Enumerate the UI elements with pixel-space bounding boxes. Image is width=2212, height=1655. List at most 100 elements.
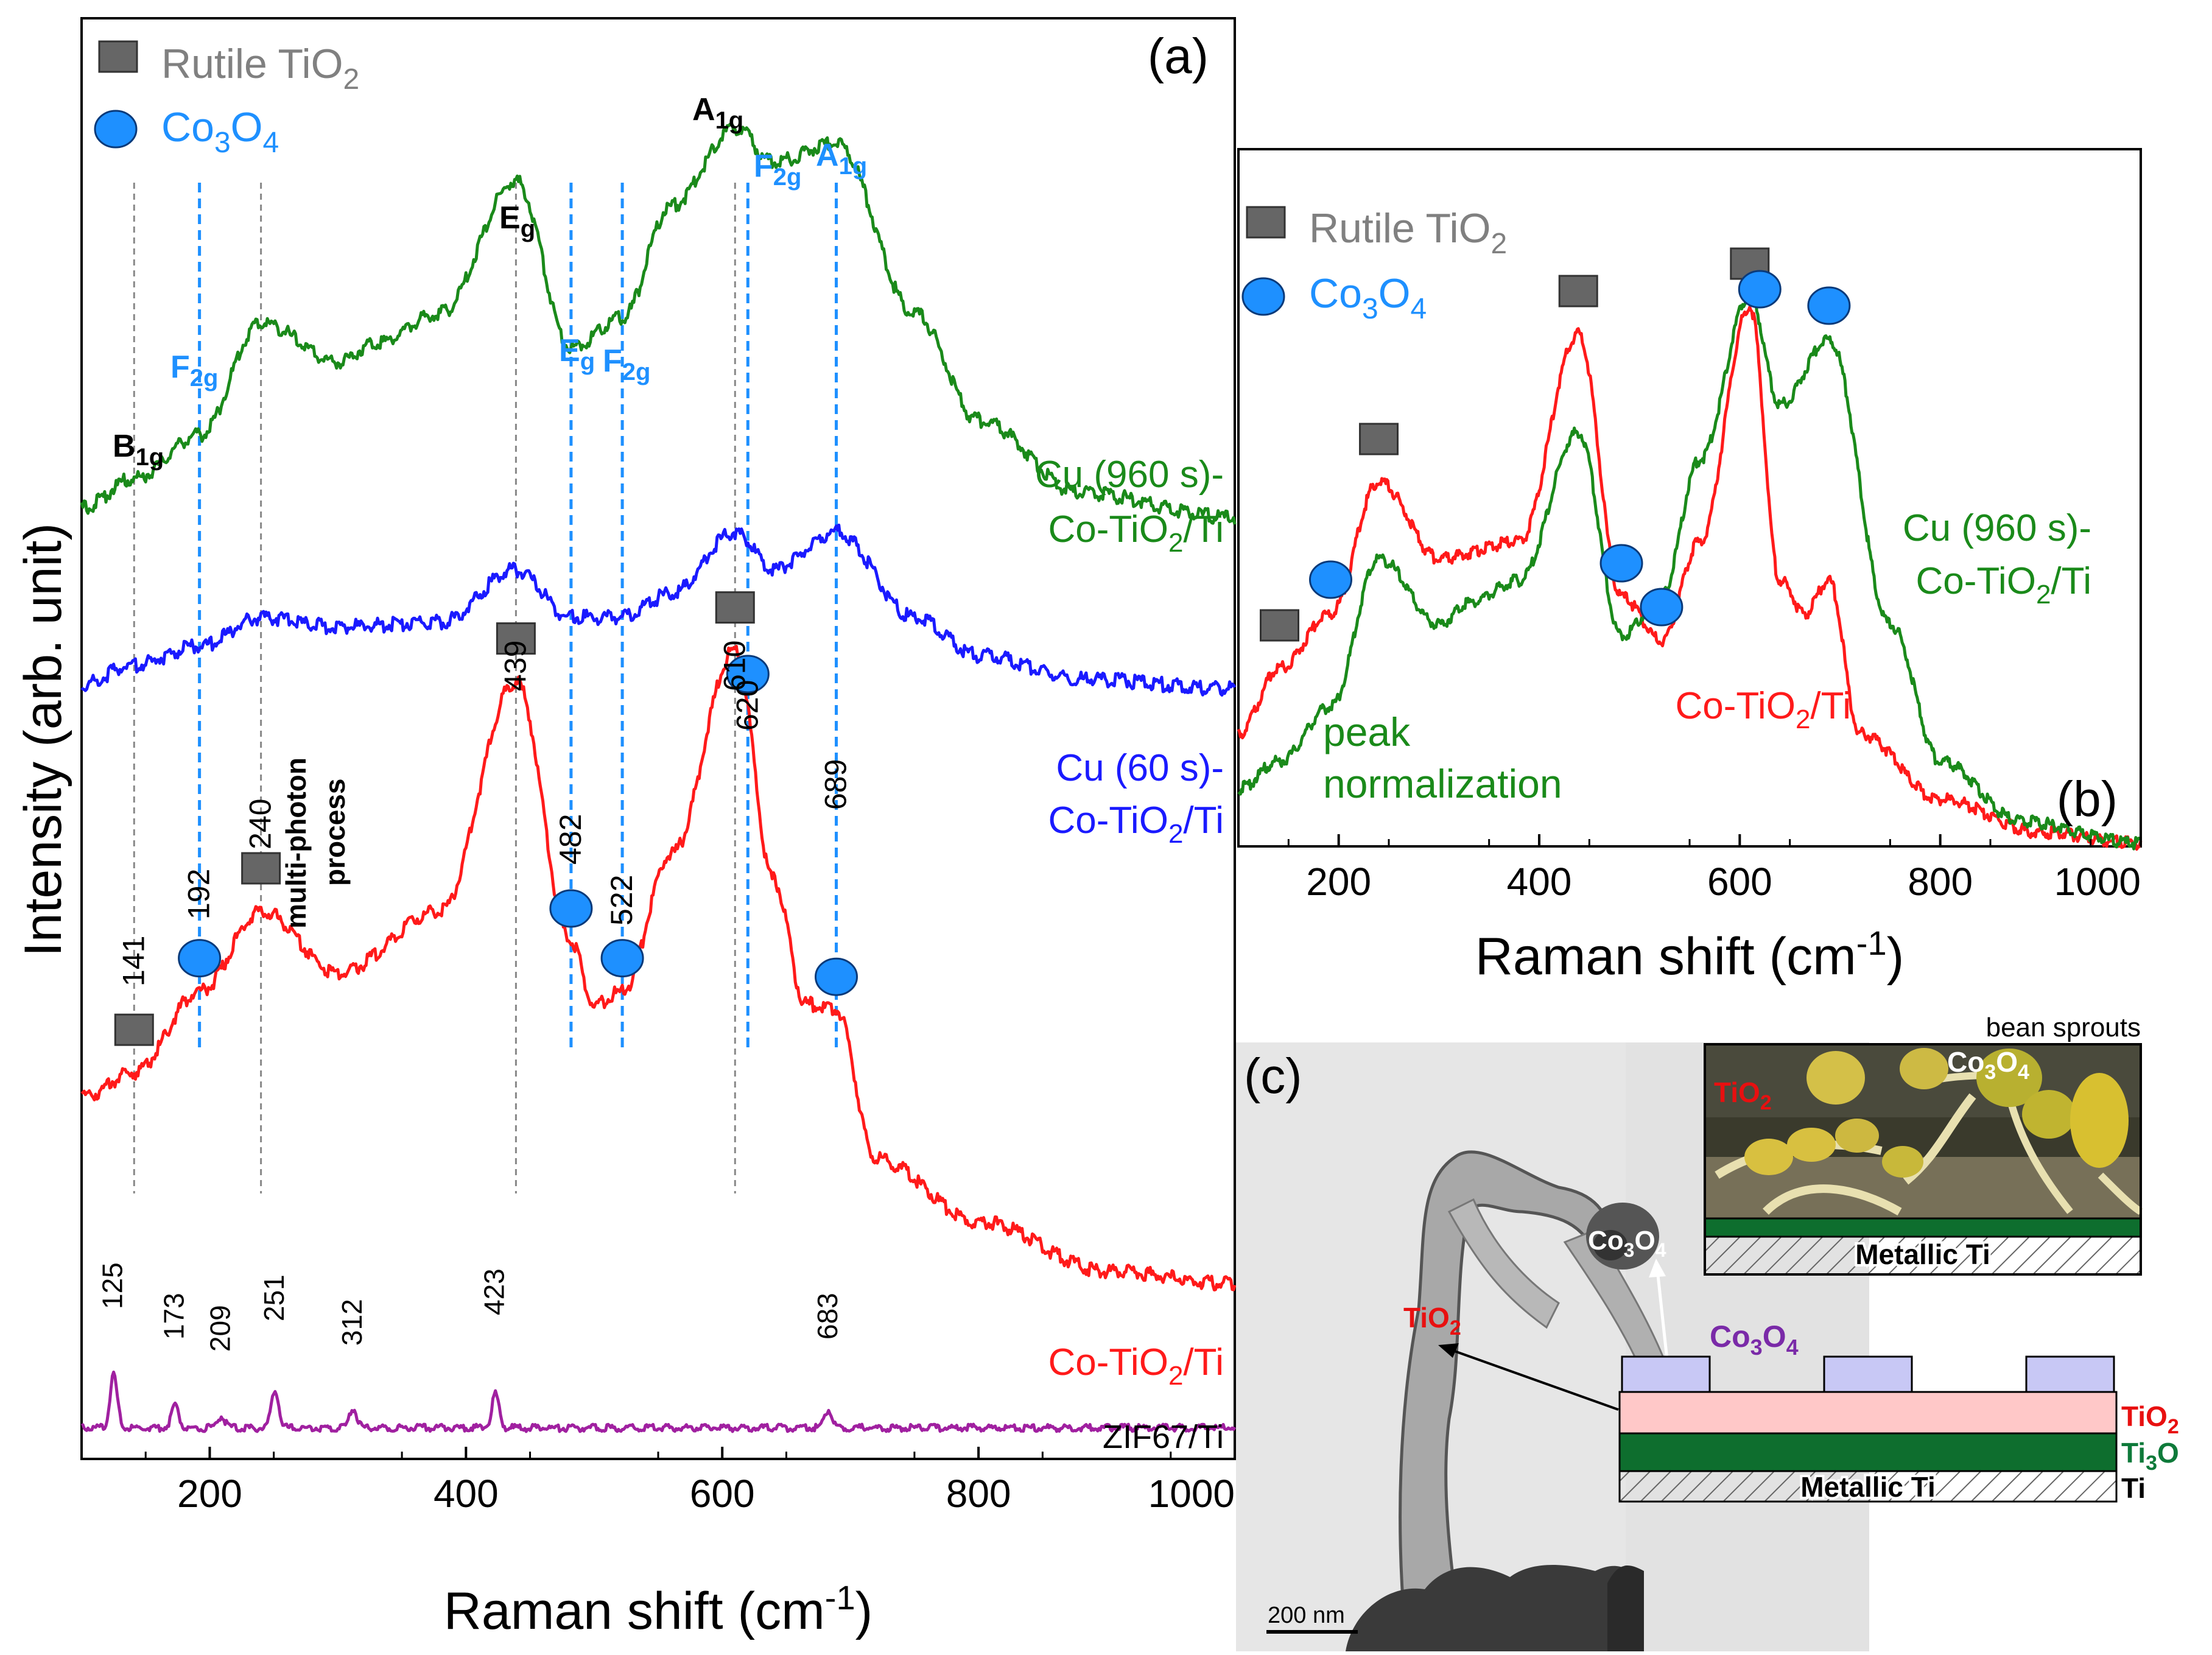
layer-ti3o-label: Ti3O (2121, 1437, 2179, 1475)
layer-ti-label: Ti (2121, 1472, 2146, 1504)
panel-c-label: (c) (1244, 1049, 1302, 1104)
x-tick-label-b: 600 (1707, 860, 1772, 904)
peak-normalization-line1: peak (1323, 709, 1411, 754)
zif-peak-label: 423 (479, 1268, 510, 1315)
rutile-marker (241, 852, 281, 885)
legend-b: Rutile TiO2 Co3O4 (1241, 205, 1507, 325)
series-label-cu60-line1: Cu (60 s)- (1056, 747, 1224, 789)
schematic-metallic-ti-label: Metallic Ti (1800, 1471, 1936, 1503)
legend-co3o4-label: Co3O4 (161, 104, 279, 159)
peak-position-label: 240 (244, 799, 278, 849)
legend-rutile-label: Rutile TiO2 (161, 41, 359, 96)
arrow-tio2-head (1438, 1343, 1459, 1358)
tem-tio2-label: TiO2 (1403, 1302, 1461, 1340)
rutile-marker (496, 622, 536, 655)
x-tick-label-b: 200 (1306, 860, 1371, 904)
zif-peak-label: 251 (258, 1274, 290, 1321)
peak-position-label: 610 (717, 641, 751, 691)
peak-position-label: 689 (819, 759, 853, 810)
legend-b-co3o4-label: Co3O4 (1309, 270, 1427, 325)
peak-normalization-line2: normalization (1323, 761, 1562, 806)
peak-position-label: 439 (498, 641, 532, 691)
co3o4-marker (178, 939, 222, 978)
panel-c: 200 nm (c) Co3O4 TiO2 bean sprouts (1236, 1013, 2179, 1651)
rutile-marker (114, 1013, 154, 1046)
tem-co3o4-label: Co3O4 (1588, 1226, 1666, 1261)
x-axis-label-b: Raman shift (cm-1) (1475, 924, 1904, 986)
inset-tio2-label: TiO2 (1714, 1077, 1772, 1114)
zif-peak-label: 312 (336, 1299, 368, 1346)
layer-tio2-label: TiO2 (2121, 1400, 2179, 1438)
series-line-0 (80, 121, 1237, 525)
panel-b: 200 400 600 800 1000 Rutile TiO2 Co3O4 Cu (9… (1237, 148, 2143, 986)
co3o4-marker (815, 957, 858, 996)
co3o4-marker-b (1738, 270, 1782, 309)
vibration-mode-label: Eg (499, 200, 535, 242)
panel-b-label: (b) (2057, 771, 2118, 827)
bean-sprouts-inset: bean sprouts TiO2 Co3O4 Metallic Ti (1704, 1013, 2143, 1276)
inset-co3o4-label: Co3O4 (1947, 1046, 2029, 1084)
peak-position-label: 482 (553, 814, 588, 865)
series-b-line-1 (1237, 305, 2143, 851)
series-line-3 (80, 1370, 1237, 1433)
series-label-cotio2: Co-TiO2/Ti (1048, 1341, 1224, 1391)
vibration-mode-label: A1g (692, 92, 743, 134)
legend-a: Rutile TiO2 Co3O4 (94, 40, 359, 159)
series-label-cu60-line2: Co-TiO2/Ti (1048, 799, 1224, 849)
x-tick-label-a: 400 (434, 1472, 499, 1516)
scalebar-label: 200 nm (1268, 1603, 1345, 1628)
zif-peak-label: 209 (204, 1305, 236, 1352)
co3o4-marker-b (1599, 544, 1643, 583)
rutile-marker-b (1558, 275, 1598, 307)
peak-position-label: 522 (605, 875, 639, 926)
series-label-cu960-line2: Co-TiO2/Ti (1048, 508, 1224, 558)
series-label-zif67: ZIF67/Ti (1103, 1419, 1224, 1455)
rutile-marker-b (1260, 609, 1300, 642)
x-tick-label-a: 800 (946, 1472, 1011, 1516)
series-label-cu960-line1: Cu (960 s)- (1035, 454, 1224, 496)
peak-position-label: 141 (116, 936, 150, 986)
schematic-co3o4-label: Co3O4 (1710, 1319, 1799, 1360)
legend-circle-marker (94, 110, 138, 149)
zif-peak-label: 125 (97, 1262, 128, 1309)
peak-position-label: 192 (182, 869, 216, 919)
legend-square-marker (98, 40, 138, 73)
x-tick-label-b: 400 (1507, 860, 1572, 904)
co3o4-marker-b (1807, 286, 1851, 325)
arrow-co3o4-head (1649, 1259, 1666, 1277)
bean-sprouts-label: bean sprouts (1986, 1013, 2141, 1042)
co3o4-marker-b (1308, 560, 1352, 599)
zif-peak-label: 173 (158, 1293, 190, 1340)
series-line-2 (80, 644, 1237, 1291)
panel-a-label: (a) (1148, 29, 1209, 84)
series-b-label-cu960-line2: Co-TiO2/Ti (1915, 560, 2091, 610)
inset-metallic-ti-label: Metallic Ti (1855, 1239, 1990, 1270)
arrow-tio2 (1447, 1348, 1619, 1411)
layer-schematic: Co3O4 Metallic Ti TiO2 Ti3O Ti (1618, 1319, 2179, 1505)
vibration-mode-label: F2g (754, 149, 801, 191)
series-b-line-0 (1237, 289, 2142, 851)
x-tick-label-b: 800 (1908, 860, 1973, 904)
legend-b-circle-marker (1241, 277, 1285, 316)
rutile-marker (715, 591, 755, 624)
legend-b-square-marker (1246, 206, 1286, 239)
co3o4-marker (549, 889, 593, 928)
co3o4-marker-b (1640, 588, 1684, 627)
peak-position-label: 620 (730, 680, 764, 731)
co3o4-marker (600, 939, 644, 978)
rutile-marker-b (1359, 423, 1399, 455)
panel-a-frame (80, 17, 1236, 1460)
multiphoton-label-line2: process (319, 779, 351, 886)
series-b-label-cu960-line1: Cu (960 s)- (1903, 507, 2091, 549)
zif-peak-label: 683 (812, 1293, 843, 1340)
vibration-mode-label: B1g (113, 429, 164, 471)
series-b-label-cotio2: Co-TiO2/Ti (1675, 685, 1851, 734)
x-tick-label-a: 1000 (1148, 1472, 1235, 1516)
x-tick-label-a: 600 (690, 1472, 755, 1516)
x-tick-label-b: 1000 (2054, 860, 2141, 904)
vibration-mode-label: Eg (559, 333, 595, 375)
vibration-mode-label: A1g (816, 138, 867, 180)
x-tick-label-a: 200 (177, 1472, 242, 1516)
